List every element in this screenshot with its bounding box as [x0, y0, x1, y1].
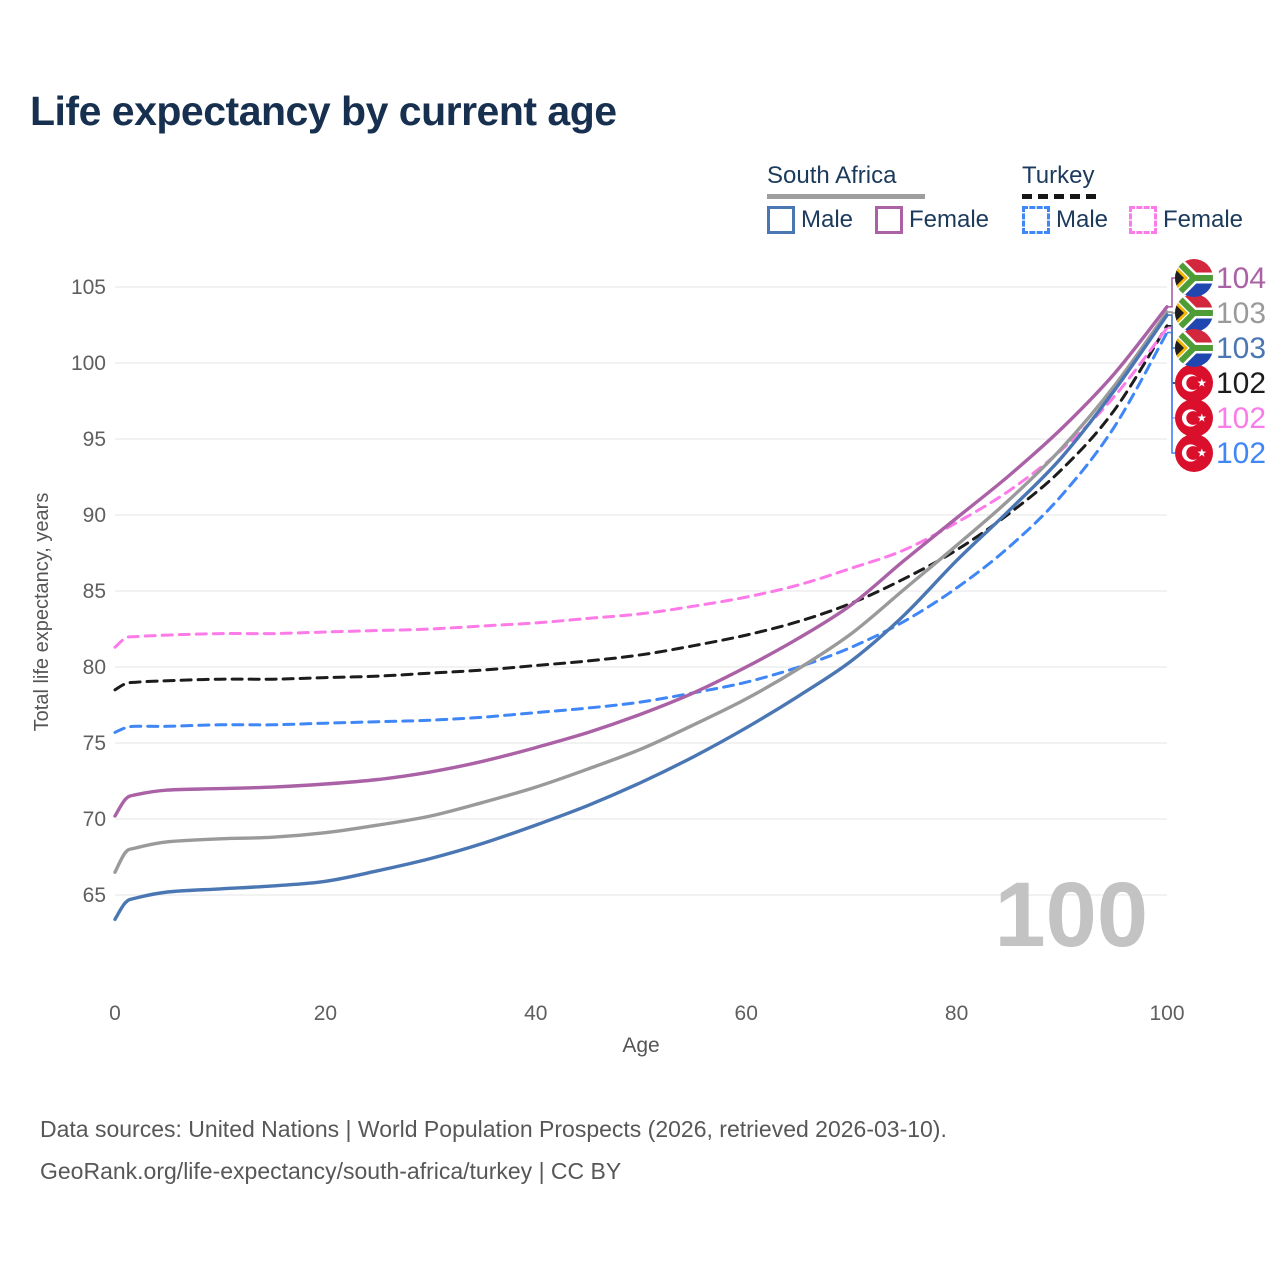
y-tick-label: 70: [83, 808, 106, 831]
turkey-flag-icon: [1175, 399, 1213, 437]
legend-group-label: Turkey: [1022, 162, 1095, 189]
page-title: Life expectancy by current age: [30, 88, 617, 134]
end-label-connector-turkey-male: [1167, 331, 1175, 454]
legend-swatch-turkey-female: [1129, 206, 1157, 234]
y-tick-label: 80: [83, 656, 106, 679]
legend-item-sa-female[interactable]: Female: [875, 206, 989, 234]
x-axis-title: Age: [622, 1034, 659, 1057]
x-tick-label: 100: [1149, 1002, 1184, 1025]
end-label-turkey-male: 102: [1216, 437, 1266, 470]
turkey-flag-icon: [1175, 364, 1213, 402]
end-label-connector-turkey-female: [1167, 327, 1175, 419]
x-tick-label: 20: [314, 1002, 337, 1025]
chart-footer: Data sources: United Nations | World Pop…: [40, 1108, 947, 1192]
legend-item-turkey-female[interactable]: Female: [1129, 206, 1243, 234]
y-tick-label: 75: [83, 732, 106, 755]
end-label-south-africa-both: 103: [1216, 297, 1266, 330]
x-tick-label: 80: [945, 1002, 968, 1025]
series-line-south-africa-both[interactable]: [113, 310, 1169, 874]
south-africa-flag-icon: [1175, 329, 1213, 367]
end-label-connector-south-africa-both: [1167, 311, 1175, 314]
end-label-turkey-both: 102: [1216, 367, 1266, 400]
x-tick-label: 40: [524, 1002, 547, 1025]
legend-group-underline-solid: [767, 194, 925, 199]
x-tick-label: 0: [109, 1002, 121, 1025]
turkey-flag-icon: [1175, 434, 1213, 472]
end-label-connector-turkey-both: [1167, 325, 1175, 384]
legend-swatch-turkey-male: [1022, 206, 1050, 234]
life-expectancy-chart: 65 70 75 80 85 90 95 100 105 0 20 40 60 80 100 Age Total…: [31, 259, 1266, 1057]
x-tick-label: 60: [735, 1002, 758, 1025]
y-axis-title: Total life expectancy, years: [31, 493, 53, 732]
footer-attribution: GeoRank.org/life-expectancy/south-africa…: [40, 1158, 622, 1184]
legend-item-label: Female: [1163, 206, 1244, 233]
series-line-turkey-both[interactable]: [113, 324, 1169, 692]
y-tick-label: 95: [83, 428, 106, 451]
y-tick-label: 90: [83, 504, 106, 527]
legend-item-turkey-male[interactable]: Male: [1022, 206, 1108, 234]
legend: South Africa Turkey Male Female Male Fem…: [0, 0, 1280, 250]
end-label-connector-south-africa-female: [1167, 277, 1175, 308]
legend-item-label: Female: [909, 206, 990, 233]
series-line-south-africa-female[interactable]: [113, 305, 1169, 818]
y-tick-label: 105: [71, 276, 106, 299]
footer-data-sources: Data sources: United Nations | World Pop…: [40, 1116, 947, 1142]
legend-swatch-sa-female: [875, 206, 903, 234]
legend-group-south-africa[interactable]: South Africa: [767, 162, 925, 199]
end-label-south-africa-female: 104: [1216, 262, 1266, 295]
legend-group-underline-dashed: [1022, 194, 1100, 199]
y-tick-label: 85: [83, 580, 106, 603]
age-watermark: 100: [995, 864, 1149, 966]
y-tick-label: 65: [83, 884, 106, 907]
south-africa-flag-icon: [1175, 294, 1213, 332]
legend-swatch-sa-male: [767, 206, 795, 234]
end-label-south-africa-male: 103: [1216, 332, 1266, 365]
series-line-turkey-female[interactable]: [113, 326, 1169, 649]
legend-group-label: South Africa: [767, 162, 897, 189]
y-tick-label: 100: [71, 352, 106, 375]
legend-item-label: Male: [1056, 206, 1109, 233]
end-label-turkey-female: 102: [1216, 402, 1266, 435]
legend-item-sa-male[interactable]: Male: [767, 206, 853, 234]
south-africa-flag-icon: [1175, 259, 1213, 297]
series-line-turkey-male[interactable]: [113, 331, 1169, 734]
series-line-south-africa-male[interactable]: [113, 313, 1169, 921]
legend-group-turkey[interactable]: Turkey: [1022, 162, 1100, 199]
end-label-connector-south-africa-male: [1167, 314, 1175, 349]
legend-item-label: Male: [801, 206, 854, 233]
